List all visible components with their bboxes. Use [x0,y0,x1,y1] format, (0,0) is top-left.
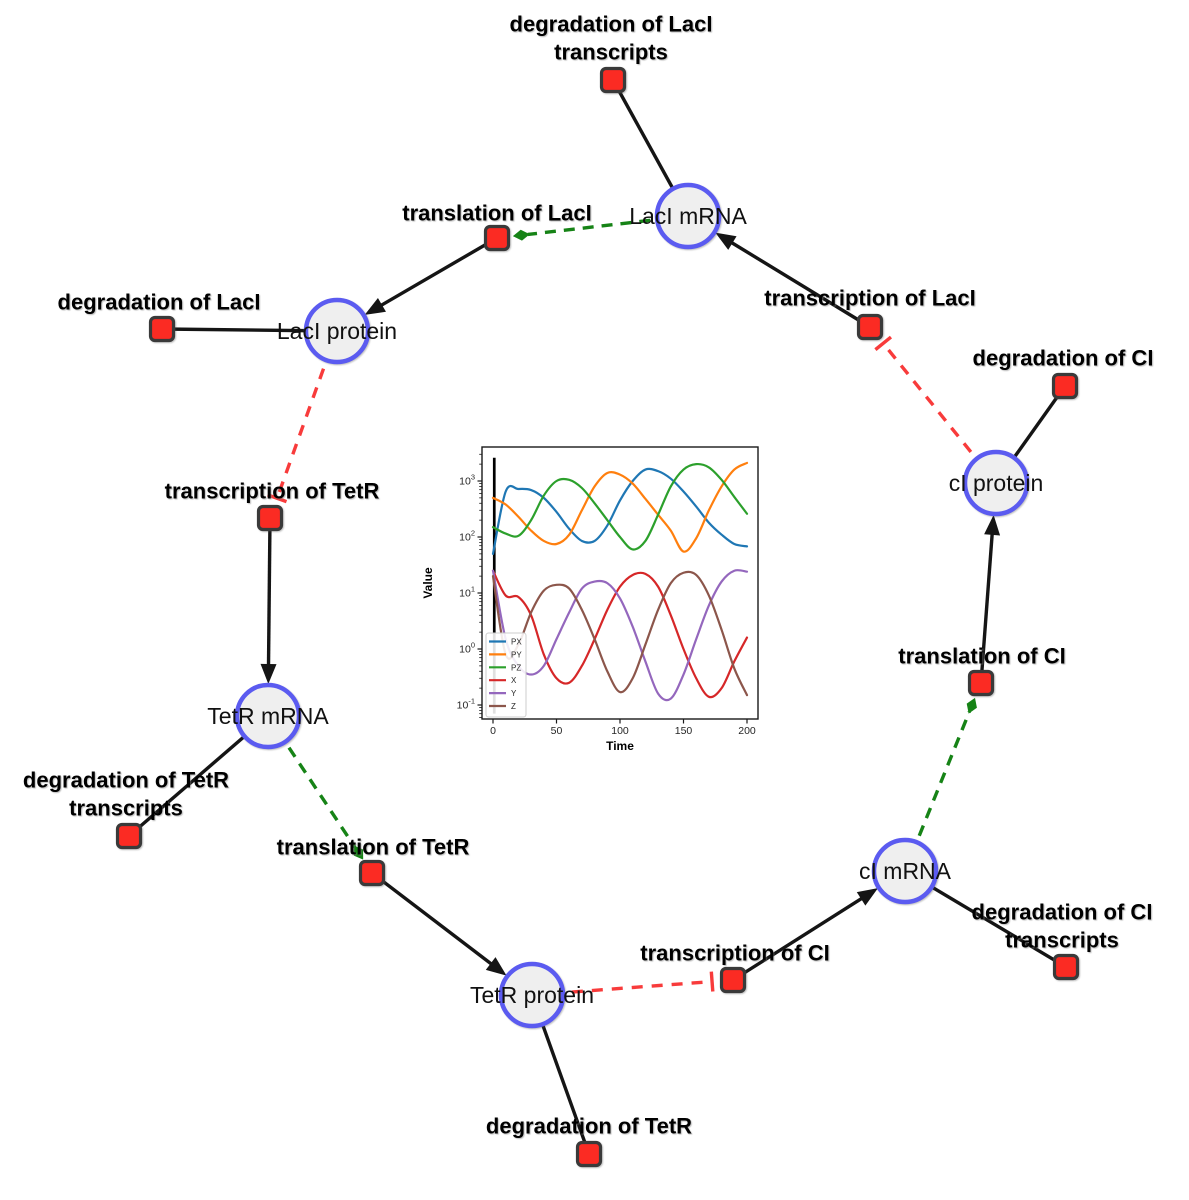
reaction-node-transcription-tetr[interactable] [256,504,284,532]
reaction-label-transcription-tetr: transcription of TetR [165,479,380,504]
reaction-label-transcription-ci: transcription of CI [640,941,829,966]
x-tick-label: 50 [551,725,563,737]
x-tick-label: 100 [611,725,629,737]
reaction-node-deg-ci-transcripts[interactable] [1052,953,1080,981]
series-line-PY [491,461,749,553]
arrowhead-icon [485,957,507,976]
species-label-ci-protein: cI protein [949,470,1044,496]
reaction-label-deg-laci: degradation of LacI [58,290,261,315]
legend-label-PX: PX [511,638,522,647]
species-node-laci-protein[interactable] [303,297,371,365]
reaction-label-transcription-laci: transcription of LacI [764,286,975,311]
reaction-label-deg-laci-transcripts: transcripts [554,40,668,65]
reaction-label-deg-laci-transcripts: degradation of LacI [510,12,713,37]
species-node-ci-protein[interactable] [962,449,1030,517]
time-series-chart: 0 50 100 150 200 10-1 100 101 102 103 PX PY PZ XYZ Tim… [420,438,770,763]
reaction-label-deg-ci-transcripts: transcripts [1005,928,1119,953]
arrowhead-icon [984,514,1001,536]
axis-ticks: 0 50 100 150 200 10-1 100 101 102 103 [457,453,756,737]
species-node-ci-mrna[interactable] [871,837,939,905]
species-label-laci-protein: LacI protein [277,318,397,344]
species-label-ci-mrna: cI mRNA [859,858,952,884]
chart-legend: PX PY PZ XYZ [485,632,527,718]
tee-inhibitor-icon [874,335,893,351]
arrowhead-icon [260,663,277,685]
edge-product-translation-tetr-tetr-protein [370,871,507,976]
species-label-tetr-mrna: TetR mRNA [207,703,329,729]
species-label-tetr-protein: TetR protein [470,982,594,1008]
y-tick-label: 102 [459,529,475,544]
series-line-Z [491,570,749,697]
tee-inhibitor-icon [709,971,715,992]
series-line-Y [491,569,749,702]
legend-label-Z: Z [511,702,516,711]
reaction-label-translation-tetr: translation of TetR [277,835,470,860]
y-tick-label: 103 [459,473,475,488]
reaction-node-transcription-ci[interactable] [719,966,747,994]
arrowhead-icon [715,232,737,250]
species-node-tetr-mrna[interactable] [234,682,302,750]
diamond-arrowhead-icon [966,697,977,714]
y-tick-label: 10-1 [457,697,475,712]
x-tick-label: 0 [490,725,496,737]
reaction-node-deg-tetr-transcripts[interactable] [115,822,143,850]
x-axis-title: Time [606,739,634,753]
reaction-node-deg-ci[interactable] [1051,372,1079,400]
reaction-node-translation-ci[interactable] [967,669,995,697]
arrowhead-icon [364,297,386,315]
legend-label-PZ: PZ [511,663,521,672]
reaction-node-translation-tetr[interactable] [358,859,386,887]
reaction-node-transcription-laci[interactable] [856,313,884,341]
reaction-label-deg-tetr-transcripts: degradation of TetR [23,768,229,793]
species-label-laci-mrna: LacI mRNA [629,203,747,229]
labels-layer: degradation of LacI transcripts translatio… [23,12,1154,1139]
edge-product-translation-ci-ci-protein [979,514,1001,684]
reaction-label-translation-laci: translation of LacI [402,201,591,226]
y-axis-title: Value [421,567,435,599]
y-tick-label: 100 [459,641,475,656]
edge-product-transcription-tetr-tetr-mrna [260,517,277,685]
legend-label-X: X [511,676,517,685]
series-line-X [491,569,749,699]
edge-product-transcription-laci-laci-mrna [715,232,871,329]
diamond-arrowhead-icon [353,845,364,860]
nodes-layer [115,66,1080,1168]
reaction-node-translation-laci[interactable] [483,224,511,252]
diamond-arrowhead-icon [512,229,530,241]
y-tick-label: 101 [459,585,475,600]
series-line-PZ [491,462,749,551]
edge-product-translation-laci-laci-protein [364,236,498,315]
reaction-label-translation-ci: translation of CI [898,644,1065,669]
reaction-node-deg-laci-transcripts[interactable] [599,66,627,94]
legend-label-PY: PY [511,650,522,659]
reaction-node-deg-laci[interactable] [148,315,176,343]
plot-frame [481,446,759,720]
x-tick-label: 150 [675,725,693,737]
tee-inhibitor-icon [267,493,288,504]
edge-product-transcription-ci-ci-mrna [732,888,878,982]
reaction-label-deg-ci: degradation of CI [973,346,1154,371]
x-tick-label: 200 [738,725,756,737]
reaction-label-deg-ci-transcripts: degradation of CI [972,900,1153,925]
species-node-laci-mrna[interactable] [654,182,722,250]
species-node-tetr-protein[interactable] [498,961,566,1029]
legend-label-Y: Y [511,689,517,698]
arrowhead-icon [856,888,878,906]
reaction-label-deg-tetr: degradation of TetR [486,1114,692,1139]
reaction-node-deg-tetr[interactable] [575,1140,603,1168]
reaction-label-deg-tetr-transcripts: transcripts [69,796,183,821]
